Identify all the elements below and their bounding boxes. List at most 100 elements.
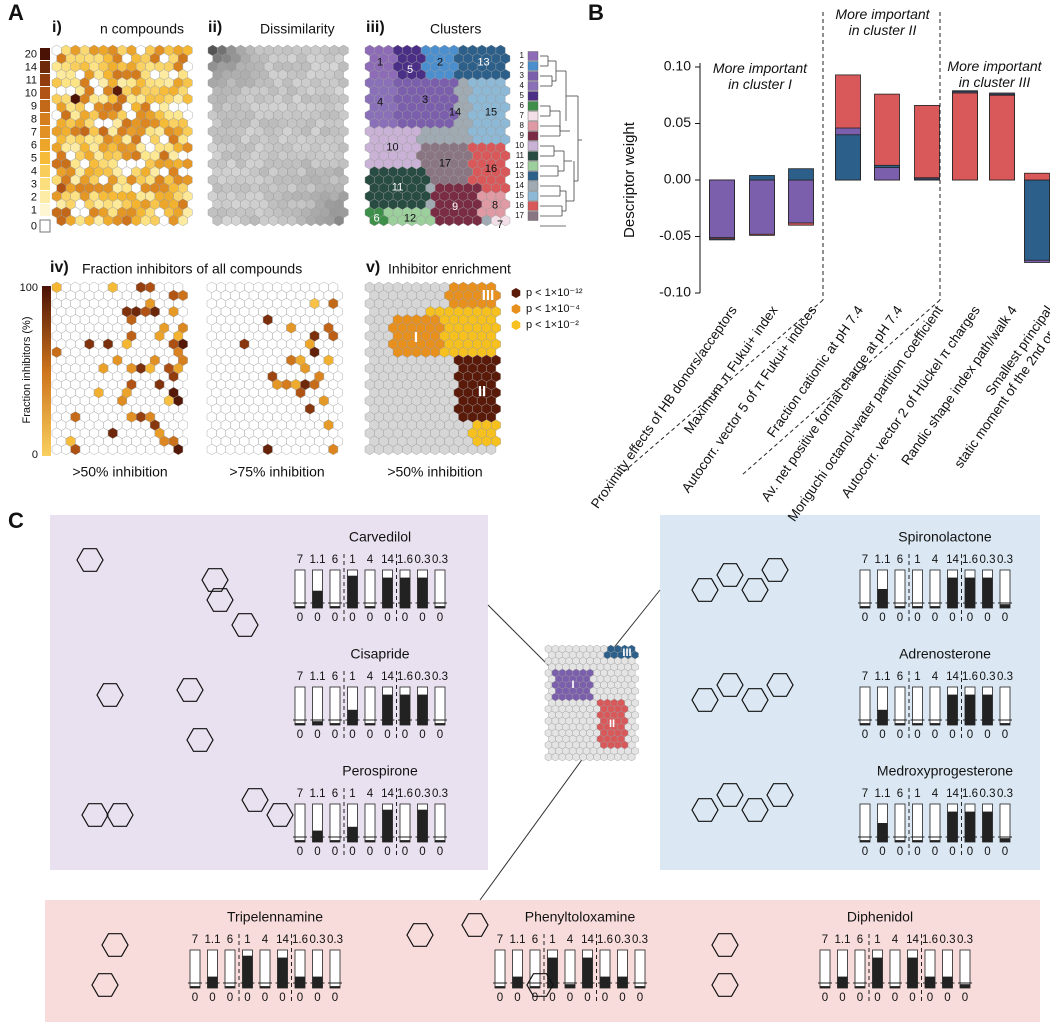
count-scale-swatch: [40, 61, 50, 73]
descriptor-frame: [329, 803, 341, 843]
map-title: n compounds: [100, 21, 184, 37]
scale-max-label: 1.6: [597, 934, 613, 946]
scale-max-label: 0.3: [632, 934, 648, 946]
enriched-cluster-label: II: [478, 383, 486, 400]
descriptor-bar: [837, 976, 848, 988]
descriptor-bar: [330, 723, 340, 725]
descriptor-bar: [942, 976, 953, 988]
cluster-label: 9: [452, 201, 458, 213]
descriptor-frame: [294, 803, 306, 843]
descriptor-bar: [895, 723, 905, 725]
scale-min-label: 0: [584, 992, 590, 1004]
hex-cell: [328, 443, 339, 456]
scale-max-label: 0.3: [980, 788, 996, 800]
molecule-ring: [201, 568, 229, 592]
cluster-swatch-label: 8: [520, 121, 525, 130]
count-scale-swatch: [40, 100, 50, 112]
cluster-map-label: III: [622, 647, 631, 659]
descriptor-frame: [364, 569, 376, 609]
scale-max-label: 1.1: [835, 934, 851, 946]
panel-c-box-cluster-3: [660, 515, 1040, 870]
map-label: iii): [366, 19, 385, 36]
scale-max-label: 6: [332, 788, 338, 800]
count-scale-swatch: [40, 204, 50, 216]
scale-min-label: 0: [932, 612, 938, 624]
hex-cell: [544, 752, 553, 762]
hex-cell: [627, 752, 636, 762]
count-scale-swatch: [40, 178, 50, 190]
descriptor-frame: [894, 569, 906, 609]
scale-min-label: 0: [297, 612, 303, 624]
bar: [914, 105, 940, 181]
descriptor-bar: [930, 723, 940, 725]
scale-max-label: 1.1: [875, 554, 891, 566]
descriptor-bar: [190, 986, 200, 988]
cluster-label: 13: [477, 56, 489, 68]
scale-max-label: 6: [332, 554, 338, 566]
descriptor-bar: [312, 830, 323, 842]
hex-cell: [334, 214, 344, 227]
panel-label: B: [588, 0, 604, 25]
map-label: ii): [208, 19, 222, 36]
count-scale-swatch: [40, 87, 50, 99]
scale-min-label: 0: [367, 612, 373, 624]
cluster-swatch-label: 1: [520, 51, 525, 60]
scale-max-label: 1.1: [310, 671, 326, 683]
descriptor-bar: [860, 840, 870, 842]
map-title: Inhibitor enrichment: [388, 261, 511, 277]
count-scale-label: 9: [31, 100, 37, 112]
descriptor-bar: [365, 723, 375, 725]
descriptor-frame: [399, 803, 411, 843]
scale-min-label: 0: [984, 846, 990, 858]
descriptor-bar: [347, 709, 358, 725]
scale-max-label: 14: [946, 788, 959, 800]
descriptor-bar: [400, 840, 410, 842]
scale-max-label: 1.6: [397, 671, 413, 683]
cluster-swatch: [527, 51, 539, 61]
scale-max-label: 7: [297, 788, 303, 800]
scale-max-label: 14: [946, 554, 959, 566]
descriptor-bar: [330, 986, 340, 988]
molecule-ring: [101, 933, 129, 957]
compound-name: Tripelennamine: [227, 909, 323, 925]
descriptor-bar: [365, 840, 375, 842]
hex-cell: [614, 752, 622, 762]
cluster-swatch-label: 2: [520, 61, 525, 70]
scale-min-label: 0: [244, 992, 250, 1004]
scale-max-label: 4: [932, 671, 939, 683]
scale-max-label: 7: [862, 671, 868, 683]
cluster-label: 14: [449, 106, 461, 118]
map-caption: >50% inhibition: [387, 464, 482, 480]
scale-max-label: 14: [381, 671, 394, 683]
descriptor-bar: [417, 694, 428, 725]
map-title: Clusters: [430, 21, 481, 37]
descriptor-bar: [347, 826, 358, 842]
descriptor-bar: [912, 606, 923, 608]
cluster-label: 1: [377, 56, 383, 68]
scale-max-label: 6: [897, 554, 903, 566]
fraction-axis-title: Fraction inhibitors (%): [21, 317, 33, 424]
descriptor-bar: [860, 606, 870, 608]
scale-min-label: 0: [914, 729, 920, 741]
scale-min-label: 0: [314, 612, 320, 624]
descriptor-bar: [1000, 838, 1010, 842]
count-scale-swatch: [40, 74, 50, 86]
scale-min-label: 0: [567, 992, 573, 1004]
molecule-ring: [91, 973, 119, 997]
compound-name: Perospirone: [342, 763, 418, 779]
scale-max-label: 7: [497, 934, 503, 946]
molecule-ring: [106, 803, 134, 827]
descriptor-frame: [999, 803, 1011, 843]
scale-min-label: 0: [914, 846, 920, 858]
scale-min-label: 0: [949, 729, 955, 741]
scale-min-label: 0: [262, 992, 268, 1004]
scale-min-label: 0: [297, 729, 303, 741]
cluster-swatch-label: 14: [515, 181, 524, 190]
legend-marker: [511, 320, 521, 330]
molecule-ring: [406, 923, 434, 947]
scale-max-label: 6: [532, 934, 538, 946]
scale-max-label: 14: [381, 554, 394, 566]
panel-label: C: [8, 508, 24, 533]
scale-max-label: 1: [244, 934, 250, 946]
